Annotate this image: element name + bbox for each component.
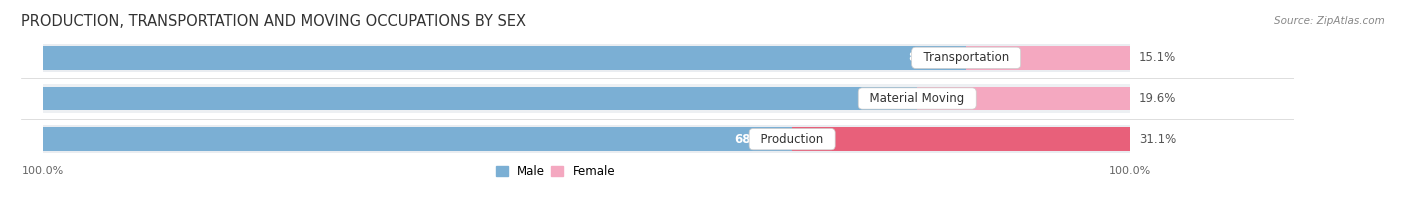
Text: 19.6%: 19.6% — [1139, 92, 1177, 105]
Text: 80.4%: 80.4% — [860, 92, 901, 105]
Bar — [42, 44, 1130, 72]
Bar — [42, 125, 1130, 153]
Legend: Male, Female: Male, Female — [496, 165, 614, 178]
Text: 31.1%: 31.1% — [1139, 133, 1177, 146]
Bar — [42, 87, 917, 110]
Text: PRODUCTION, TRANSPORTATION AND MOVING OCCUPATIONS BY SEX: PRODUCTION, TRANSPORTATION AND MOVING OC… — [21, 14, 526, 29]
Text: Transportation: Transportation — [915, 51, 1017, 64]
Text: 15.1%: 15.1% — [1139, 51, 1177, 64]
Bar — [966, 46, 1130, 70]
Bar — [792, 127, 1130, 151]
Text: Production: Production — [754, 133, 831, 146]
Text: Source: ZipAtlas.com: Source: ZipAtlas.com — [1274, 16, 1385, 26]
Bar — [42, 46, 966, 70]
Text: Material Moving: Material Moving — [862, 92, 972, 105]
Bar — [42, 127, 792, 151]
Text: 84.9%: 84.9% — [908, 51, 950, 64]
Bar — [42, 84, 1130, 113]
Text: 68.9%: 68.9% — [735, 133, 776, 146]
Bar — [917, 87, 1130, 110]
